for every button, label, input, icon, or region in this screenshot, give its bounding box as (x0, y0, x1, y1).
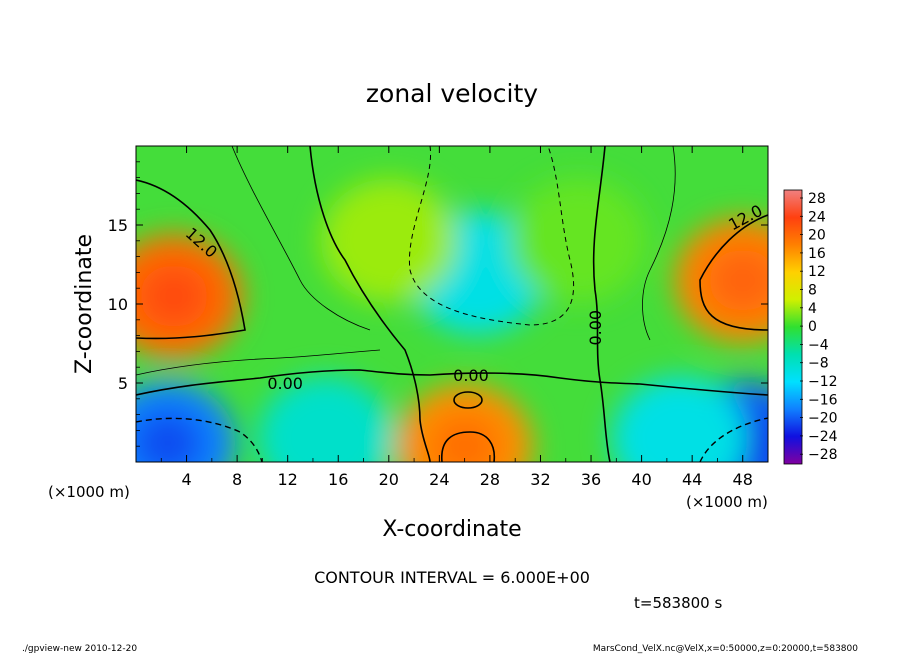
contour-label: 0.00 (267, 374, 303, 393)
colorbar-tick-label: −12 (808, 374, 838, 390)
x-tick-label: 44 (682, 470, 702, 489)
contour-zero-center (309, 146, 431, 462)
x-unit-left: (×1000 m) (48, 483, 130, 501)
contour-warm-blob (441, 431, 496, 462)
colorbar-tick-label: 28 (808, 191, 826, 207)
field-feature-7 (611, 376, 748, 462)
colorbar-tick-label: −8 (808, 356, 829, 372)
contour-small-loop (453, 391, 483, 409)
colorbar-tick-label: −4 (808, 337, 829, 353)
contour-thin-1 (231, 146, 371, 331)
footer-right: MarsCond_VelX.nc@VelX,x=0:50000,z=0:2000… (593, 644, 858, 654)
field-core-0 (139, 265, 208, 328)
x-unit-right: (×1000 m) (686, 493, 768, 511)
contour-neg-right (699, 417, 768, 462)
colorbar-tick-label: 0 (808, 319, 817, 335)
colorbar-tick-label: −20 (808, 411, 838, 427)
x-axis-label: X-coordinate (382, 517, 521, 542)
x-tick-label: 8 (232, 470, 242, 489)
chart-title: zonal velocity (366, 79, 538, 108)
x-tick-label: 24 (429, 470, 449, 489)
x-tick-label: 36 (581, 470, 601, 489)
colorbar-tick-label: 16 (808, 246, 826, 262)
contour-12-left (136, 179, 246, 340)
contour-12-right (699, 214, 768, 331)
contour-neg-left (136, 417, 263, 462)
contour-neg-center (408, 146, 575, 326)
y-tick-label: 5 (118, 374, 128, 393)
field-feature-8 (320, 178, 457, 303)
contour-thin-2 (642, 146, 676, 341)
y-axis-label: Z-coordinate (72, 234, 97, 374)
time-stamp: t=583800 s (634, 594, 722, 612)
y-tick-label: 10 (108, 295, 128, 314)
contour-zero-right (592, 146, 611, 462)
field-core-1 (708, 249, 768, 312)
contour-label: 0.00 (586, 310, 605, 346)
colorbar (783, 189, 803, 465)
x-tick-label: 4 (181, 470, 191, 489)
colorbar-tick-label: −16 (808, 392, 838, 408)
x-tick-label: 28 (480, 470, 500, 489)
y-tick-label: 15 (108, 216, 128, 235)
contour-zero-left (136, 369, 768, 396)
x-tick-label: 48 (733, 470, 753, 489)
field-core-2 (136, 412, 202, 462)
contour-thin-3 (136, 349, 381, 376)
colorbar-tick-label: −24 (808, 429, 838, 445)
colorbar-tick-label: 8 (808, 283, 817, 299)
colorbar-tick-label: 24 (808, 209, 826, 225)
x-tick-label: 16 (328, 470, 348, 489)
field-feature-6 (257, 376, 394, 462)
field-core-4 (430, 415, 499, 462)
velocity-field (136, 146, 768, 462)
x-tick-label: 20 (379, 470, 399, 489)
x-tick-label: 12 (278, 470, 298, 489)
colorbar-tick-label: −28 (808, 447, 838, 463)
field-feature-9 (510, 178, 647, 303)
footer-left: ./gpview-new 2010-12-20 (22, 644, 137, 654)
x-tick-label: 32 (530, 470, 550, 489)
colorbar-tick-label: 20 (808, 228, 826, 244)
contour-label: 0.00 (453, 366, 489, 385)
colorbar-tick-label: 4 (808, 301, 817, 317)
x-tick-label: 40 (631, 470, 651, 489)
contour-lines (136, 146, 768, 462)
contour-interval-text: CONTOUR INTERVAL = 6.000E+00 (314, 568, 590, 587)
colorbar-tick-label: 12 (808, 264, 826, 280)
